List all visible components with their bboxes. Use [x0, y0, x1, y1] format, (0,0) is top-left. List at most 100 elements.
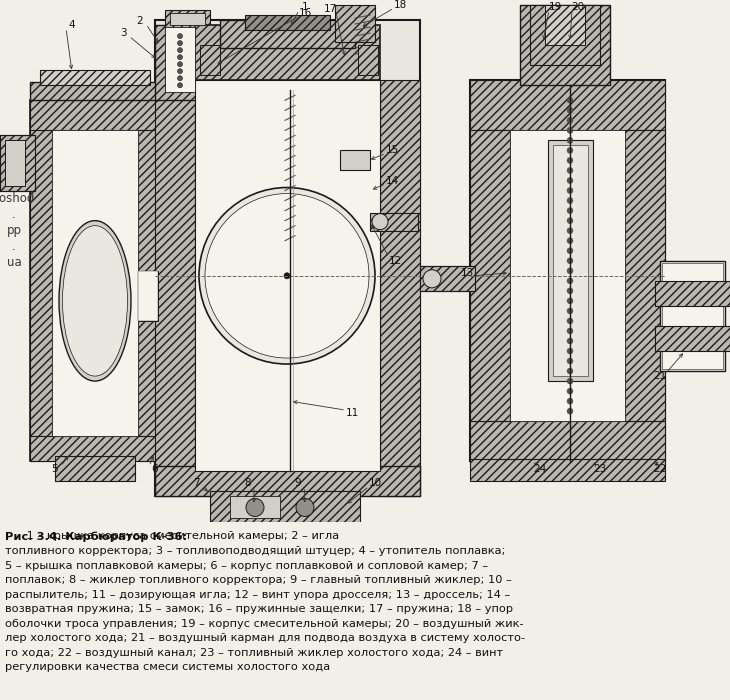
Text: 3: 3 — [120, 28, 126, 38]
Text: 12: 12 — [388, 256, 402, 266]
Bar — [200, 45, 220, 75]
Ellipse shape — [59, 220, 131, 381]
Circle shape — [567, 118, 573, 123]
Circle shape — [372, 214, 388, 230]
Bar — [370, 213, 418, 231]
Bar — [470, 459, 665, 482]
Circle shape — [567, 278, 573, 284]
Text: 21: 21 — [653, 371, 666, 381]
Circle shape — [567, 308, 573, 314]
Circle shape — [177, 83, 182, 88]
Circle shape — [567, 408, 573, 414]
Bar — [520, 5, 610, 85]
Circle shape — [177, 41, 182, 46]
Ellipse shape — [63, 225, 128, 376]
Bar — [470, 80, 665, 130]
Text: 7: 7 — [193, 478, 199, 489]
Circle shape — [567, 178, 573, 183]
Text: 22: 22 — [653, 464, 666, 475]
Text: 18: 18 — [393, 0, 407, 10]
Circle shape — [567, 318, 573, 324]
Bar — [30, 100, 52, 461]
Text: распылитель; 11 – дозирующая игла; 12 – винт упора дросселя; 13 – дроссель; 14 –: распылитель; 11 – дозирующая игла; 12 – … — [5, 589, 510, 600]
Text: 10: 10 — [369, 478, 382, 489]
Text: возвратная пружина; 15 – замок; 16 – пружинные защелки; 17 – пружина; 18 – упор: возвратная пружина; 15 – замок; 16 – пру… — [5, 604, 513, 614]
Bar — [165, 27, 195, 92]
Text: 13: 13 — [461, 268, 474, 278]
Bar — [470, 421, 665, 461]
Circle shape — [567, 258, 573, 264]
Text: го хода; 22 – воздушный канал; 23 – топливный жиклер холостого хода; 24 – винт: го хода; 22 – воздушный канал; 23 – топл… — [5, 648, 503, 658]
Bar — [155, 80, 195, 496]
Bar — [40, 70, 150, 85]
Bar — [470, 80, 665, 461]
Circle shape — [567, 158, 573, 164]
Text: 16: 16 — [299, 8, 312, 18]
Circle shape — [246, 498, 264, 517]
Circle shape — [567, 208, 573, 213]
Text: 14: 14 — [385, 176, 399, 186]
Text: поплавок; 8 – жиклер топливного корректора; 9 – главный топливный жиклер; 10 –: поплавок; 8 – жиклер топливного корректо… — [5, 575, 512, 585]
Bar — [155, 466, 420, 496]
Text: voshod
.
pp
.
ua: voshod . pp . ua — [0, 193, 35, 270]
Text: 6: 6 — [152, 464, 158, 475]
Text: 19: 19 — [548, 2, 561, 12]
Bar — [30, 436, 160, 461]
Circle shape — [284, 273, 290, 279]
Circle shape — [567, 348, 573, 354]
Circle shape — [567, 228, 573, 234]
Circle shape — [296, 498, 314, 517]
Text: 8: 8 — [245, 478, 251, 489]
Bar — [655, 281, 730, 306]
Circle shape — [567, 107, 573, 113]
Circle shape — [567, 218, 573, 223]
Bar — [220, 20, 355, 48]
Circle shape — [567, 398, 573, 404]
Bar — [195, 25, 380, 81]
Bar — [380, 80, 420, 496]
Bar — [165, 10, 210, 30]
Bar — [545, 5, 585, 45]
Circle shape — [567, 388, 573, 394]
Circle shape — [567, 298, 573, 304]
Text: 1 – крышка корпуса смесительной камеры; 2 – игла: 1 – крышка корпуса смесительной камеры; … — [23, 531, 339, 541]
Text: 5 – крышка поплавковой камеры; 6 – корпус поплавковой и сопловой камер; 7 –: 5 – крышка поплавковой камеры; 6 – корпу… — [5, 561, 488, 570]
Circle shape — [567, 268, 573, 274]
Circle shape — [567, 137, 573, 144]
Bar — [510, 130, 625, 421]
Bar — [155, 25, 205, 100]
Bar — [358, 45, 378, 75]
Bar — [655, 326, 730, 351]
Circle shape — [177, 48, 182, 52]
Circle shape — [567, 368, 573, 374]
Bar — [52, 130, 138, 436]
Bar — [195, 80, 380, 471]
Bar — [662, 262, 723, 369]
Bar — [420, 266, 475, 290]
Bar — [245, 15, 330, 30]
Circle shape — [567, 148, 573, 153]
Text: Рис. 3.4. Карбюратор К-36:: Рис. 3.4. Карбюратор К-36: — [5, 531, 187, 542]
Text: 5: 5 — [52, 464, 58, 475]
Circle shape — [423, 270, 441, 288]
Text: 11: 11 — [345, 408, 358, 418]
Bar — [30, 100, 160, 130]
Circle shape — [177, 34, 182, 38]
Text: 15: 15 — [385, 146, 399, 155]
Circle shape — [567, 288, 573, 294]
Text: 23: 23 — [593, 464, 607, 475]
Circle shape — [205, 194, 369, 358]
Text: оболочки троса управления; 19 – корпус смесительной камеры; 20 – воздушный жик-: оболочки троса управления; 19 – корпус с… — [5, 619, 523, 629]
Text: регулировки качества смеси системы холостого хода: регулировки качества смеси системы холос… — [5, 662, 330, 673]
Bar — [5, 141, 25, 186]
Text: 17: 17 — [323, 4, 337, 14]
Text: 1: 1 — [301, 2, 308, 12]
Bar — [30, 82, 160, 100]
Circle shape — [567, 188, 573, 194]
Circle shape — [567, 127, 573, 134]
Circle shape — [567, 358, 573, 364]
Circle shape — [567, 248, 573, 253]
Text: 2: 2 — [137, 16, 143, 26]
Bar — [340, 150, 370, 171]
Bar — [30, 100, 160, 461]
